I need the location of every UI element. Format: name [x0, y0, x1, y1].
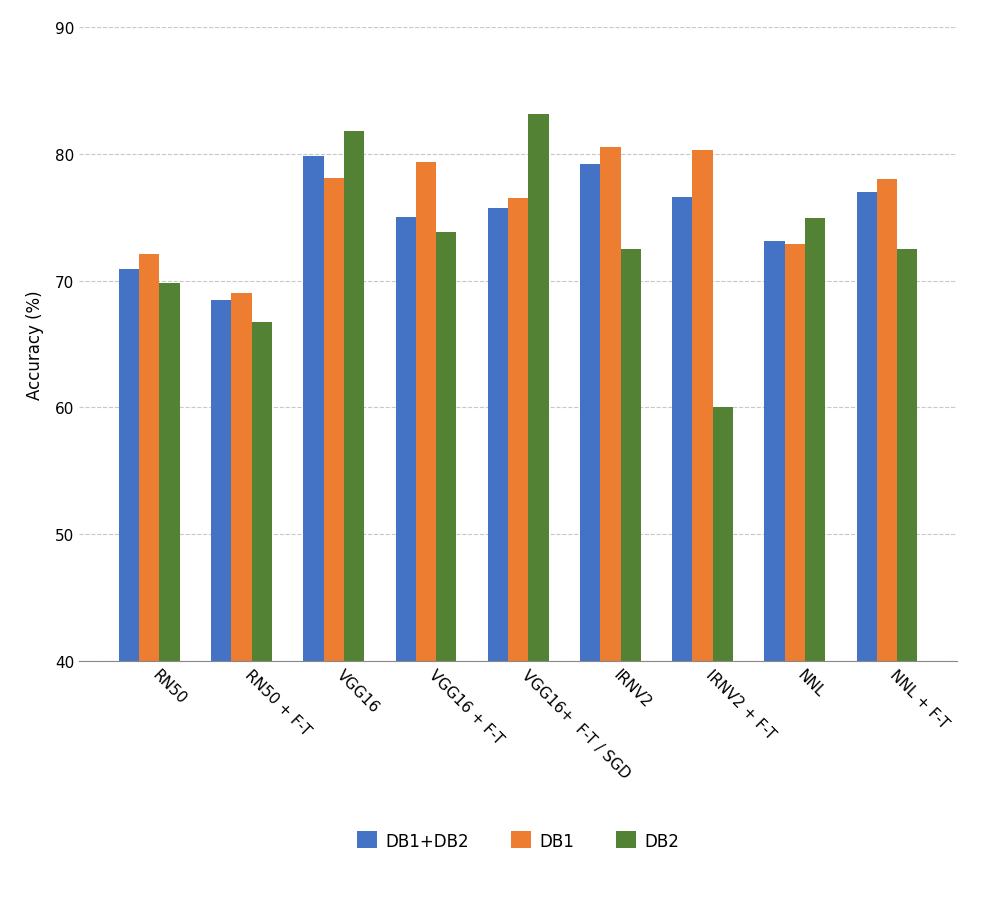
Bar [599, 148, 620, 919]
Legend: DB1+DB2, DB1, DB2: DB1+DB2, DB1, DB2 [350, 825, 685, 857]
Bar [692, 151, 712, 919]
Bar [436, 233, 456, 919]
Bar [251, 323, 272, 919]
Bar [415, 164, 436, 919]
Bar [580, 165, 599, 919]
Bar [323, 178, 343, 919]
Bar [211, 301, 231, 919]
Bar [508, 199, 528, 919]
Bar [671, 198, 692, 919]
Bar [118, 270, 139, 919]
Bar [763, 242, 784, 919]
Bar [805, 219, 824, 919]
Bar [231, 294, 251, 919]
Bar [139, 255, 160, 919]
Bar [876, 180, 896, 919]
Bar [160, 284, 179, 919]
Bar [896, 249, 917, 919]
Y-axis label: Accuracy (%): Accuracy (%) [26, 289, 43, 400]
Bar [343, 131, 364, 919]
Bar [712, 408, 733, 919]
Bar [528, 115, 548, 919]
Bar [856, 192, 876, 919]
Bar [487, 209, 508, 919]
Bar [395, 218, 415, 919]
Bar [784, 244, 805, 919]
Bar [620, 249, 640, 919]
Bar [303, 157, 323, 919]
